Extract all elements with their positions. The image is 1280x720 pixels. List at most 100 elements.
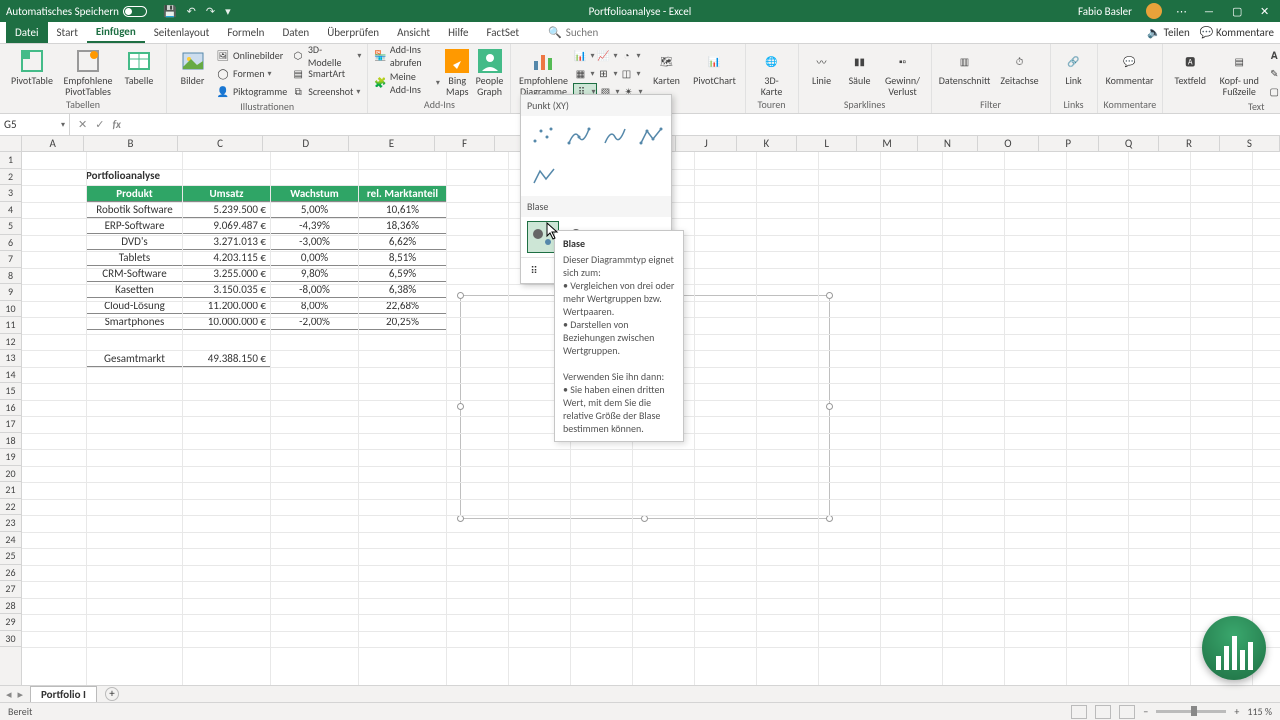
undo-icon[interactable]: ↶ — [187, 5, 196, 18]
recommended-pivot-button[interactable]: Empfohlene PivotTables — [62, 47, 114, 97]
slicer-icon: ▥ — [953, 49, 977, 73]
tooltip-body: Dieser Diagrammtyp eignet sich zum: • Ve… — [563, 253, 675, 435]
hier-chart-button[interactable]: ▦▾ — [573, 65, 594, 82]
comments-button[interactable]: 💬 Kommentare — [1200, 26, 1274, 39]
group-label: Tabellen — [6, 98, 160, 113]
column-chart-button[interactable]: 📊▾ — [573, 47, 594, 64]
save-icon[interactable]: 💾 — [163, 5, 177, 18]
autosave-toggle[interactable] — [123, 6, 147, 17]
user-name[interactable]: Fabio Basler — [1078, 5, 1132, 18]
formula-input[interactable] — [129, 114, 1280, 135]
scatter-type-3[interactable] — [599, 120, 629, 152]
tab-überprüfen[interactable]: Überprüfen — [318, 22, 388, 43]
line-chart-button[interactable]: 📈▾ — [597, 47, 618, 64]
scatter-type-2[interactable] — [563, 120, 593, 152]
share-button[interactable]: 🔈 Teilen — [1147, 26, 1189, 39]
my-addins-button[interactable]: 🧩Meine Add-Ins▾ — [374, 74, 440, 91]
table-button[interactable]: Tabelle — [118, 47, 160, 97]
group-label: Filter — [938, 98, 1044, 113]
people-icon — [478, 49, 502, 73]
wordart-button[interactable]: 𝐀WordArt▾ — [1267, 47, 1280, 64]
cursor-icon — [546, 222, 560, 240]
spark-col-button[interactable]: ▮▮Säule — [843, 47, 877, 97]
floating-badge[interactable] — [1202, 616, 1266, 680]
screenshot-button[interactable]: ⧉Screenshot▾ — [291, 83, 361, 100]
get-addins-button[interactable]: 🏪Add-Ins abrufen — [374, 47, 440, 64]
textbox-button[interactable]: 🅰Textfeld — [1169, 47, 1211, 100]
view-layout-button[interactable] — [1095, 705, 1111, 719]
bing-maps-button[interactable]: Bing Maps — [444, 47, 471, 97]
autosave[interactable]: Automatisches Speichern — [6, 5, 147, 18]
search[interactable]: 🔍Suchen — [548, 26, 598, 39]
sheet-tab-active[interactable]: Portfolio I — [30, 686, 97, 702]
spark-wl-icon: ▪▫ — [891, 49, 915, 73]
redo-icon[interactable]: ↷ — [206, 5, 215, 18]
tab-hilfe[interactable]: Hilfe — [439, 22, 477, 43]
tab-nav-prev[interactable]: ◂ — [6, 688, 12, 701]
scatter-type-4[interactable] — [635, 120, 665, 152]
view-normal-button[interactable] — [1071, 705, 1087, 719]
tab-daten[interactable]: Daten — [273, 22, 318, 43]
pictures-button[interactable]: Bilder — [173, 47, 212, 100]
user-avatar[interactable] — [1146, 3, 1162, 19]
select-all-corner[interactable] — [0, 136, 22, 152]
minimize-icon[interactable]: — — [1204, 5, 1218, 18]
icons-button[interactable]: 👤Piktogramme — [216, 83, 287, 100]
tab-einfügen[interactable]: Einfügen — [87, 22, 145, 43]
enter-fx-icon[interactable]: ✓ — [95, 118, 104, 131]
pivottable-button[interactable]: PivotTable — [6, 47, 58, 97]
comment-button[interactable]: 💬Kommentar — [1104, 47, 1156, 86]
zoom-level[interactable]: 115 % — [1247, 705, 1272, 718]
search-icon: 🔍 — [548, 26, 562, 39]
ribbon-group-comments: 💬Kommentar Kommentare — [1098, 44, 1164, 113]
maps-button[interactable]: 🗺Karten — [647, 47, 687, 100]
spark-winloss-button[interactable]: ▪▫Gewinn/ Verlust — [881, 47, 925, 97]
fx-icon[interactable]: fx — [112, 118, 121, 131]
people-graph-button[interactable]: People Graph — [475, 47, 505, 97]
spark-line-button[interactable]: 〰Linie — [805, 47, 839, 97]
tab-seitenlayout[interactable]: Seitenlayout — [145, 22, 219, 43]
3d-models-button[interactable]: ⬡3D-Modelle▾ — [291, 47, 361, 64]
link-button[interactable]: 🔗Link — [1057, 47, 1091, 86]
object-button[interactable]: ▢Objekt — [1267, 83, 1280, 100]
tab-formeln[interactable]: Formeln — [218, 22, 273, 43]
store-icon: 🏪 — [374, 49, 386, 63]
recommended-charts-button[interactable]: Empfohlene Diagramme — [517, 47, 569, 100]
3d-map-button[interactable]: 🌐3D- Karte — [752, 47, 792, 97]
slicer-button[interactable]: ▥Datenschnitt — [938, 47, 992, 86]
pivotchart-button[interactable]: 📊PivotChart — [691, 47, 739, 100]
pie-chart-button[interactable]: ◔▾ — [620, 47, 641, 64]
new-sheet-button[interactable]: + — [105, 687, 119, 701]
name-box[interactable]: G5 ▾ — [0, 114, 70, 135]
tab-factset[interactable]: FactSet — [478, 22, 529, 43]
view-pagebreak-button[interactable] — [1119, 705, 1135, 719]
zoom-out-button[interactable]: − — [1143, 705, 1148, 718]
qat-more-icon[interactable]: ▾ — [225, 5, 231, 18]
tab-ansicht[interactable]: Ansicht — [388, 22, 439, 43]
signature-button[interactable]: ✎Signaturzeile▾ — [1267, 65, 1280, 82]
stat-chart-button[interactable]: ⊞▾ — [597, 65, 618, 82]
zoom-in-button[interactable]: + — [1234, 705, 1239, 718]
scatter-type-5[interactable] — [527, 160, 559, 192]
tab-nav-next[interactable]: ▸ — [18, 688, 24, 701]
timeline-button[interactable]: ⏱Zeitachse — [996, 47, 1044, 86]
more-scatter-button[interactable]: ⠿ — [527, 262, 541, 279]
maximize-icon[interactable]: ▢ — [1232, 5, 1246, 18]
header-footer-button[interactable]: ▤Kopf- und Fußzeile — [1215, 47, 1263, 100]
group-label: Illustrationen — [173, 100, 361, 115]
window-options-icon[interactable]: ⋯ — [1176, 5, 1190, 18]
tab-start[interactable]: Start — [48, 22, 87, 43]
stat-icon: ⊞ — [597, 67, 611, 81]
row-headers[interactable]: 1234567891011121314151617181920212223242… — [0, 152, 22, 685]
smartart-button[interactable]: ▤SmartArt — [291, 65, 361, 82]
link-icon: 🔗 — [1062, 49, 1086, 73]
online-pictures-icon: 🖼 — [216, 49, 230, 63]
online-pictures-button[interactable]: 🖼Onlinebilder — [216, 47, 287, 64]
shapes-button[interactable]: ◯Formen▾ — [216, 65, 287, 82]
close-icon[interactable]: ✕ — [1260, 5, 1274, 18]
combo-chart-button[interactable]: ◫▾ — [620, 65, 641, 82]
zoom-slider[interactable] — [1156, 710, 1226, 713]
tab-file[interactable]: Datei — [6, 22, 48, 43]
scatter-type-1[interactable] — [527, 120, 557, 152]
cancel-fx-icon[interactable]: ✕ — [78, 118, 87, 131]
